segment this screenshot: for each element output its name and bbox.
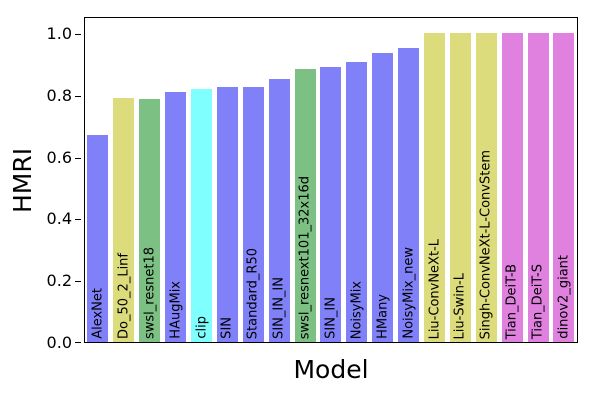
bar: HMany: [372, 53, 394, 342]
bar-clip: clip: [189, 18, 215, 342]
plot-area: AlexNet Do_50_2_Linf swsl_resnet18 HAugM…: [84, 17, 578, 343]
bar: AlexNet: [87, 135, 109, 342]
bar-singh-convnext-l-convstem: Singh-ConvNeXt-L-ConvStem: [473, 18, 499, 342]
bar-label: NoisyMix_new: [401, 247, 417, 339]
bar: dinov2_giant: [553, 33, 575, 342]
y-tick-label: 0.8: [46, 86, 72, 105]
bar-label: SIN: [219, 317, 235, 339]
bar-label: NoisyMix: [349, 280, 365, 339]
bar-liu-convnext-l: Liu-ConvNeXt-L: [422, 18, 448, 342]
bar-label: SIN_IN: [323, 297, 339, 339]
bar-tian-deit-b: Tian_DeiT-B: [499, 18, 525, 342]
bar-dinov2-giant: dinov2_giant: [551, 18, 577, 342]
bar-label: dinov2_giant: [556, 255, 572, 339]
y-tick-label: 0.6: [46, 148, 72, 167]
bar: HAugMix: [165, 92, 187, 342]
bar: Do_50_2_Linf: [113, 98, 135, 342]
bar-label: swsl_resnet18: [142, 247, 158, 339]
bar: swsl_resnext101_32x16d: [294, 69, 316, 342]
bar: NoisyMix: [346, 62, 368, 342]
y-tick-label: 0.4: [46, 209, 72, 228]
y-tick-label: 0.0: [46, 333, 72, 352]
bar-haugmix: HAugMix: [163, 18, 189, 342]
y-tick-mark: [75, 342, 81, 343]
bar-label: Singh-ConvNeXt-L-ConvStem: [478, 149, 494, 339]
bar-label: clip: [194, 316, 209, 339]
bar-sin-in: SIN_IN: [318, 18, 344, 342]
bar-swsl-resnet18: swsl_resnet18: [137, 18, 163, 342]
bar-sin: SIN: [214, 18, 240, 342]
y-axis-label: HMRI: [8, 147, 37, 213]
bar-label: swsl_resnext101_32x16d: [297, 175, 313, 339]
bar-label: HMany: [375, 294, 391, 339]
y-tick-mark: [75, 219, 81, 220]
bar-sin-in-in: SIN_IN_IN: [266, 18, 292, 342]
y-tick-mark: [75, 158, 81, 159]
bar-label: Standard_R50: [245, 247, 261, 339]
bar-label: HAugMix: [168, 281, 184, 339]
bar-label: Liu-ConvNeXt-L: [427, 238, 443, 339]
y-tick-mark: [75, 96, 81, 97]
bar-alexnet: AlexNet: [85, 18, 111, 342]
bar-series: AlexNet Do_50_2_Linf swsl_resnet18 HAugM…: [85, 18, 577, 342]
bar: swsl_resnet18: [139, 99, 161, 342]
bar-do-50-2-linf: Do_50_2_Linf: [111, 18, 137, 342]
bar-noisymix: NoisyMix: [344, 18, 370, 342]
bar: Liu-ConvNeXt-L: [424, 33, 446, 342]
bar: Tian_DeiT-B: [501, 33, 523, 342]
bar: NoisyMix_new: [398, 48, 420, 342]
bar-swsl-resnext101-32x16d: swsl_resnext101_32x16d: [292, 18, 318, 342]
bar-label: SIN_IN_IN: [271, 277, 287, 339]
bar-label: Tian_DeiT-B: [504, 263, 520, 339]
bar-hmany: HMany: [370, 18, 396, 342]
bar: SIN_IN: [320, 67, 342, 342]
y-tick-mark: [75, 34, 81, 35]
bar-label: Liu-Swin-L: [452, 272, 468, 339]
bar: Liu-Swin-L: [449, 33, 471, 342]
bar: Singh-ConvNeXt-L-ConvStem: [475, 33, 497, 342]
bar: Standard_R50: [242, 87, 264, 342]
y-tick-label: 0.2: [46, 271, 72, 290]
bar: clip: [191, 89, 212, 342]
bar-standard-r50: Standard_R50: [240, 18, 266, 342]
y-tick-mark: [75, 281, 81, 282]
bar: Tian_DeiT-S: [527, 33, 549, 342]
y-tick-label: 1.0: [46, 24, 72, 43]
bar-noisymix-new: NoisyMix_new: [396, 18, 422, 342]
bar: SIN_IN_IN: [268, 79, 290, 342]
bar-liu-swin-l: Liu-Swin-L: [447, 18, 473, 342]
x-axis-label: Model: [293, 355, 369, 384]
bar-label: AlexNet: [90, 288, 106, 339]
bar-label: Tian_DeiT-S: [530, 263, 546, 339]
bar: SIN: [216, 87, 238, 342]
bar-tian-deit-s: Tian_DeiT-S: [525, 18, 551, 342]
bar-label: Do_50_2_Linf: [116, 253, 132, 339]
